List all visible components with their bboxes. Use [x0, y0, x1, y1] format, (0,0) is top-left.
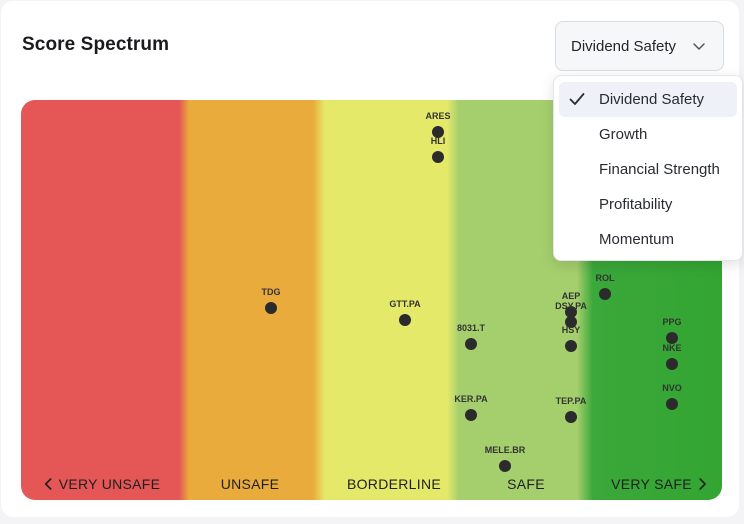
zone-safe: SAFE	[507, 476, 545, 492]
ticker-label: PPG	[662, 317, 681, 327]
check-icon	[569, 93, 585, 105]
ticker-dot[interactable]	[399, 314, 411, 326]
chevron-down-icon	[693, 43, 705, 50]
metric-dropdown-menu: Dividend Safety Growth Financial Strengt…	[553, 75, 743, 261]
chevron-left-icon	[44, 478, 52, 490]
menu-item-label: Profitability	[599, 196, 673, 213]
menu-item-label: Momentum	[599, 231, 675, 248]
ticker-aep[interactable]: AEP	[562, 291, 581, 318]
zone-very-unsafe: VERY UNSAFE	[44, 476, 161, 492]
zone-borderline: BORDERLINE	[347, 476, 441, 492]
menu-item-momentum[interactable]: Momentum	[559, 222, 737, 257]
ticker-ker-pa[interactable]: KER.PA	[454, 394, 488, 421]
ticker-label: TEP.PA	[556, 396, 587, 406]
ticker-gtt-pa[interactable]: GTT.PA	[389, 299, 421, 326]
zone-very-safe: VERY SAFE	[611, 476, 707, 492]
ticker-dot[interactable]	[565, 340, 577, 352]
zone-label-text: UNSAFE	[220, 476, 280, 492]
ticker-label: HSY	[562, 325, 581, 335]
zone-label-text: SAFE	[507, 476, 545, 492]
ticker-label: NVO	[662, 383, 682, 393]
chevron-right-icon	[699, 478, 706, 490]
ticker-label: TDG	[262, 287, 281, 297]
ticker-tdg[interactable]: TDG	[262, 287, 281, 314]
ticker-dot[interactable]	[666, 358, 678, 370]
ticker-dot[interactable]	[432, 151, 444, 163]
menu-item-profitability[interactable]: Profitability	[559, 187, 737, 222]
ticker-dot[interactable]	[565, 306, 577, 318]
ticker-dot[interactable]	[465, 409, 477, 421]
zone-label-text: VERY UNSAFE	[58, 476, 161, 492]
metric-select-value: Dividend Safety	[571, 37, 677, 55]
ticker-label: MELE.BR	[485, 445, 526, 455]
menu-item-financial-strength[interactable]: Financial Strength	[559, 152, 737, 187]
ticker-label: ARES	[425, 111, 450, 121]
zone-label-text: VERY SAFE	[611, 476, 692, 492]
ticker-nvo[interactable]: NVO	[662, 383, 682, 410]
ticker-dot[interactable]	[599, 288, 611, 300]
ticker-dot[interactable]	[465, 338, 477, 350]
menu-item-dividend-safety[interactable]: Dividend Safety	[559, 82, 737, 117]
ticker-dot[interactable]	[565, 316, 577, 328]
ticker-dot[interactable]	[666, 398, 678, 410]
ticker-label: NKE	[662, 343, 681, 353]
ticker-dot[interactable]	[265, 302, 277, 314]
zone-unsafe: UNSAFE	[221, 476, 280, 492]
ticker-plot: ARES HLI TDG GTT.PA 8031.T KER.PA MELE.BR ROL AE…	[262, 111, 682, 472]
ticker-dot[interactable]	[666, 332, 678, 344]
ticker-ppg[interactable]: PPG	[662, 317, 682, 344]
ticker-dot[interactable]	[499, 460, 511, 472]
menu-item-growth[interactable]: Growth	[559, 117, 737, 152]
menu-item-label: Growth	[599, 126, 648, 143]
ticker-dsy-pa[interactable]: DSY.PA	[555, 301, 587, 328]
ticker-hli[interactable]: HLI	[431, 136, 446, 163]
ticker-label: 8031.T	[457, 323, 486, 333]
ticker-8031-t[interactable]: 8031.T	[457, 323, 486, 350]
ticker-label: ROL	[596, 273, 616, 283]
page-title: Score Spectrum	[22, 34, 170, 55]
ticker-label: KER.PA	[454, 394, 488, 404]
menu-item-label: Dividend Safety	[599, 91, 705, 108]
ticker-dot[interactable]	[432, 126, 444, 138]
ticker-hsy[interactable]: HSY	[562, 325, 581, 352]
ticker-rol[interactable]: ROL	[596, 273, 616, 300]
ticker-dot[interactable]	[565, 411, 577, 423]
ticker-nke[interactable]: NKE	[662, 343, 682, 370]
zone-label-text: BORDERLINE	[346, 476, 442, 492]
ticker-label: AEP	[562, 291, 581, 301]
metric-select[interactable]: Dividend Safety	[555, 21, 724, 71]
ticker-label: HLI	[431, 136, 446, 146]
ticker-ares[interactable]: ARES	[425, 111, 451, 138]
ticker-mele-br[interactable]: MELE.BR	[485, 445, 526, 472]
ticker-label: GTT.PA	[389, 299, 421, 309]
menu-item-label: Financial Strength	[599, 161, 720, 178]
ticker-label: DSY.PA	[555, 301, 587, 311]
ticker-tep-pa[interactable]: TEP.PA	[556, 396, 587, 423]
